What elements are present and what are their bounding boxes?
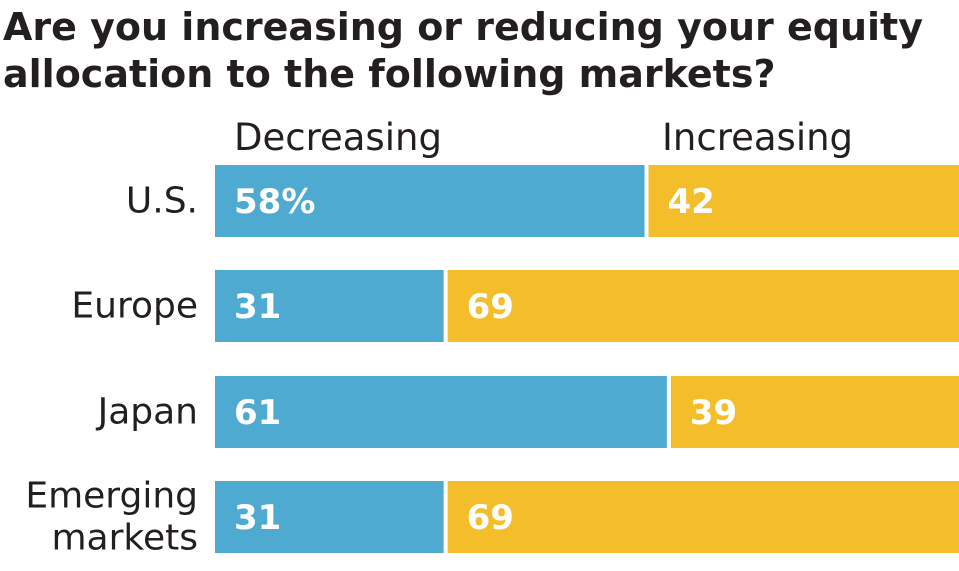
chart-title-line-2: allocation to the following markets? bbox=[3, 52, 776, 96]
bar-japan-decreasing bbox=[215, 376, 667, 448]
legend-label-increasing: Increasing bbox=[662, 116, 854, 159]
bar-japan-increasing bbox=[670, 376, 959, 448]
data-label-u-s-increasing: 42 bbox=[668, 182, 715, 222]
category-label-emerging-markets-line-2: markets bbox=[51, 518, 198, 559]
data-label-japan-decreasing: 61 bbox=[234, 393, 281, 433]
bar-u-s-increasing bbox=[648, 165, 959, 237]
bar-emerging-markets-increasing bbox=[447, 481, 959, 553]
data-label-japan-increasing: 39 bbox=[690, 393, 737, 433]
data-label-emerging-markets-decreasing: 31 bbox=[234, 498, 281, 538]
chart-title-line-1: Are you increasing or reducing your equi… bbox=[3, 5, 923, 49]
bar-europe-decreasing bbox=[215, 270, 444, 342]
legend-label-decreasing: Decreasing bbox=[234, 116, 442, 159]
category-label-u-s: U.S. bbox=[126, 181, 198, 222]
chart-title: Are you increasing or reducing your equi… bbox=[3, 4, 953, 98]
bar-europe-increasing bbox=[447, 270, 959, 342]
data-label-u-s-decreasing: 58% bbox=[234, 182, 315, 222]
data-label-europe-increasing: 69 bbox=[467, 287, 514, 327]
category-label-europe: Europe bbox=[71, 286, 198, 327]
data-label-europe-decreasing: 31 bbox=[234, 287, 281, 327]
bar-u-s-decreasing bbox=[215, 165, 645, 237]
bar-emerging-markets-decreasing bbox=[215, 481, 444, 553]
category-label-japan: Japan bbox=[96, 392, 198, 433]
category-label-emerging-markets-line-1: Emerging bbox=[25, 476, 198, 517]
data-label-emerging-markets-increasing: 69 bbox=[467, 498, 514, 538]
